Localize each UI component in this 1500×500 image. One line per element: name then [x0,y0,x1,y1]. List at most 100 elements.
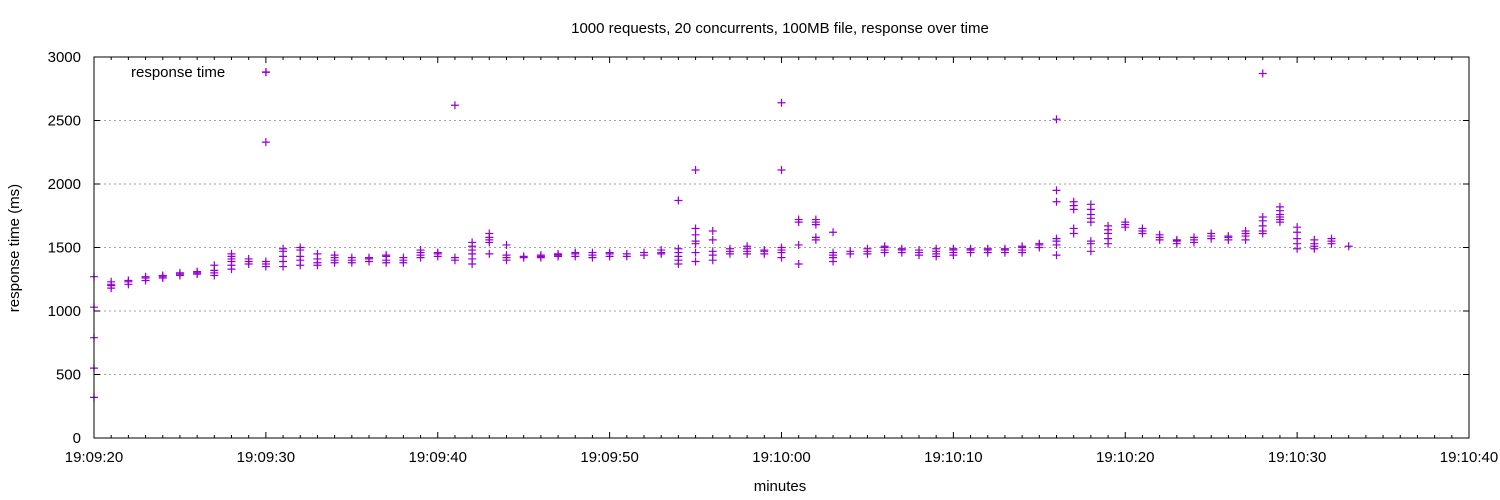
data-point [107,277,116,286]
plus-marker [416,246,425,255]
plus-marker [863,244,872,253]
plus-marker [1344,242,1353,251]
data-point [1018,242,1027,251]
data-point [1121,218,1130,227]
plus-marker [1224,232,1233,241]
legend: response time [131,64,270,81]
data-point [382,251,391,260]
plus-marker [966,244,975,253]
plus-marker [1018,242,1027,251]
plus-marker [141,272,150,281]
plus-marker [1052,197,1061,206]
data-point [794,260,803,269]
plus-marker [760,246,769,255]
data-point [880,242,889,251]
data-point [1258,69,1267,78]
plus-marker [794,240,803,249]
data-point [640,248,648,257]
data-point [416,246,425,255]
plus-marker [571,248,580,257]
plus-marker [1069,197,1078,206]
plus-marker [932,244,941,253]
data-point [365,253,373,262]
plus-marker [244,254,253,263]
plus-marker [640,248,648,257]
data-point [261,138,270,147]
data-point [313,249,322,258]
y-tick-label: 1500 [48,240,81,257]
plus-marker [1121,218,1130,227]
plus-marker [1327,234,1336,243]
data-point [1052,115,1061,124]
data-point [846,247,855,256]
data-point [1052,197,1061,206]
plus-marker [1172,235,1181,244]
plus-marker [1052,186,1061,195]
plus-marker [811,233,820,242]
x-tick-label: 19:09:50 [580,449,638,466]
data-point [708,247,717,256]
x-tick-label: 19:09:40 [409,449,467,466]
data-point [193,267,202,276]
data-point [1035,239,1044,248]
plus-marker [1035,239,1044,248]
data-point [1138,224,1147,233]
data-point [244,254,253,263]
plus-marker [554,249,563,258]
data-point [811,233,820,242]
plus-marker [1086,247,1095,256]
plus-marker [811,215,820,224]
data-point [261,257,270,266]
plus-marker [279,244,288,253]
data-point [175,268,184,277]
data-point [141,272,150,281]
plus-marker [261,138,270,147]
plus-marker [1207,229,1216,238]
data-point [1086,237,1095,246]
plus-marker [829,248,838,257]
data-point [485,229,494,238]
plus-marker [1155,230,1164,239]
data-point [829,248,838,257]
plus-marker [124,276,133,285]
data-point [502,240,511,249]
plus-marker [983,244,992,253]
plus-marker [1069,224,1078,233]
data-point [915,246,923,255]
plus-marker [915,246,923,255]
data-point [605,248,614,257]
data-point [227,249,236,258]
plus-marker [175,268,184,277]
plus-marker [708,235,717,244]
plus-marker [588,248,597,257]
plus-marker [502,240,511,249]
data-point [1190,233,1198,242]
data-point [588,248,597,257]
data-point [777,98,786,107]
plus-marker [1052,234,1061,243]
plus-marker [605,248,614,257]
data-point [1207,229,1216,238]
plus-marker [1086,237,1095,246]
plus-marker [657,246,666,255]
plus-marker [158,271,167,280]
data-point [794,240,803,249]
y-tick-label: 1000 [48,303,81,320]
data-point [1052,234,1061,243]
plus-marker [485,249,494,258]
data-point [691,257,700,266]
data-point [1344,242,1353,251]
data-point [794,215,803,224]
plus-marker [691,248,700,257]
data-point [1069,197,1078,206]
plus-marker [1000,244,1009,253]
data-point [1069,224,1078,233]
plus-marker [347,253,356,262]
plus-marker [468,238,477,247]
plus-marker [519,252,528,261]
data-point [811,215,820,224]
plus-marker [107,277,116,286]
plus-marker [1052,115,1061,124]
plus-marker [330,251,339,260]
plus-marker [296,243,305,252]
